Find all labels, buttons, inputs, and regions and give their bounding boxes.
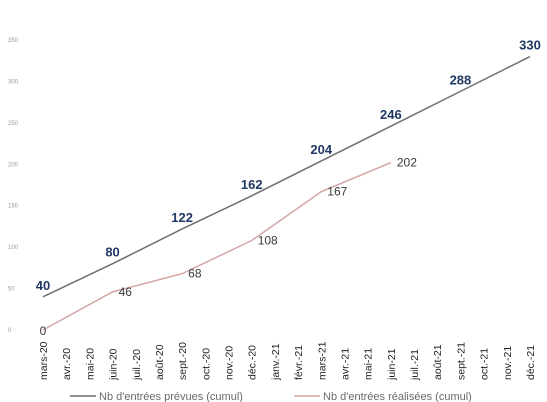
- planned-data-label: 288: [450, 72, 472, 87]
- x-tick-label: avr.-21: [339, 348, 351, 380]
- x-tick-label: nov.-21: [502, 346, 514, 380]
- y-tick-label: 150: [8, 204, 19, 210]
- realized-data-label: 202: [397, 156, 417, 170]
- y-tick-label: 200: [8, 162, 19, 168]
- realized-data-label: 167: [327, 185, 347, 199]
- x-tick-label: mars-20: [38, 341, 50, 380]
- planned-data-label: 330: [519, 38, 541, 53]
- x-tick-label: déc.-21: [525, 345, 537, 380]
- x-axis-ticks: mars-20 avr.-20 mai-20 juin-20 juil.-20 août-…: [38, 341, 537, 381]
- y-tick-label: 0: [8, 328, 12, 334]
- legend: Nb d'entrées prévues (cumul) Nb d'entrée…: [70, 391, 472, 402]
- x-tick-label: oct.-20: [200, 348, 212, 380]
- x-tick-label: août-20: [154, 344, 166, 380]
- y-tick-label: 50: [8, 287, 15, 293]
- realized-data-label: 46: [119, 285, 133, 299]
- legend-label-realized: Nb d'entrées réalisées (cumul): [323, 391, 472, 402]
- x-tick-label: mai-20: [84, 348, 96, 380]
- x-tick-label: janv.-21: [270, 343, 282, 381]
- realized-data-label: 108: [258, 234, 278, 248]
- x-tick-label: juil.-21: [409, 349, 421, 381]
- x-tick-label: sept.-21: [455, 342, 467, 380]
- x-tick-label: oct.-21: [479, 348, 491, 380]
- planned-data-label: 204: [310, 142, 332, 157]
- x-tick-label: déc.-20: [247, 345, 259, 380]
- planned-data-label: 162: [241, 177, 263, 192]
- x-tick-label: nov.-20: [224, 346, 236, 380]
- x-tick-label: mars-21: [316, 341, 328, 380]
- legend-label-planned: Nb d'entrées prévues (cumul): [99, 391, 243, 402]
- planned-data-label: 40: [36, 278, 50, 293]
- planned-series-line: [42, 55, 531, 298]
- data-labels: 40 80 122 162 204 246 288 330 0 46 68 108 167 202: [36, 38, 541, 338]
- planned-data-label: 80: [105, 245, 119, 260]
- y-axis-ticks: 350 300 250 200 150 100 50 0: [8, 38, 19, 334]
- x-tick-label: mai-21: [363, 348, 375, 380]
- x-tick-label: août-21: [432, 344, 444, 380]
- x-tick-label: sept.-20: [177, 342, 189, 380]
- planned-data-label: 122: [171, 210, 193, 225]
- x-tick-label: juin-21: [386, 348, 398, 381]
- y-tick-label: 100: [8, 245, 19, 251]
- x-tick-label: févr.-21: [293, 345, 305, 380]
- y-tick-label: 300: [8, 79, 19, 85]
- x-tick-label: avr.-20: [61, 348, 73, 380]
- realized-data-label: 0: [40, 324, 47, 338]
- x-tick-label: juin-20: [108, 348, 120, 381]
- series-lines: [42, 55, 531, 331]
- realized-data-label: 68: [188, 267, 202, 281]
- y-tick-label: 250: [8, 121, 19, 127]
- y-tick-label: 350: [8, 38, 19, 44]
- x-tick-label: juil.-20: [131, 349, 143, 381]
- planned-data-label: 246: [380, 107, 402, 122]
- realized-series-line: [42, 161, 392, 331]
